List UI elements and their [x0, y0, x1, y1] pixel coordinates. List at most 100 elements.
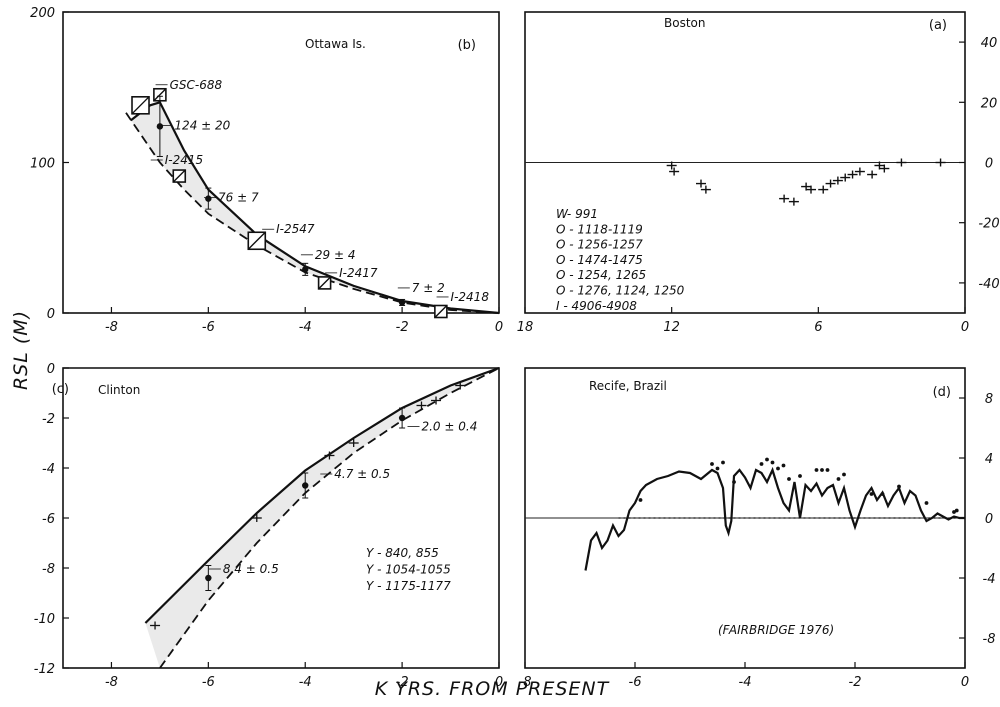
sample-box-diagonal [247, 231, 266, 250]
x-tick-label: -2 [396, 320, 409, 335]
x-tick-label: -2 [849, 675, 862, 690]
sample-id-line: O - 1474-1475 [556, 253, 643, 267]
x-tick-label: 0 [495, 320, 503, 335]
annotation-label: I-2415 [165, 153, 203, 167]
data-dot [721, 460, 725, 465]
x-tick-label: 6 [814, 320, 822, 335]
data-dot [776, 466, 780, 471]
data-point [205, 574, 212, 582]
sample-id-line: Y - 1054-1055 [366, 563, 451, 577]
x-tick-label: -4 [739, 675, 752, 690]
panel-d: -8 -6 -4 -2 0 -8 -4 0 4 8 Recife, Brazil (d) (FAIRBR… [519, 367, 996, 690]
data-point [302, 266, 309, 273]
sample-box-diagonal [318, 276, 332, 290]
x-tick-label: -8 [519, 675, 532, 690]
y-tick-label: 0 [47, 307, 55, 322]
data-dot [924, 501, 929, 505]
data-dot [770, 460, 775, 465]
y-tick-label: -6 [42, 512, 55, 527]
y-tick-label: 100 [30, 157, 55, 172]
y-tick-label: -8 [983, 632, 996, 647]
sample-id-line: Y - 840, 855 [366, 546, 439, 560]
y-tick-label: 200 [30, 6, 55, 21]
data-dot [836, 477, 841, 481]
x-axis-label: K YRS. FROM PRESENT [375, 678, 610, 700]
sample-box-diagonal [153, 88, 167, 102]
data-point [205, 195, 212, 202]
annotation-label: GSC-688 [170, 78, 223, 92]
panel-label: (c) [52, 382, 69, 397]
x-tick-label: -4 [299, 675, 312, 690]
annotation-label: I-2417 [339, 266, 378, 280]
y-tick-label: -20 [978, 217, 999, 232]
annotation-label: 2.0 ± 0.4 [421, 420, 477, 434]
x-tick-label: 0 [495, 675, 503, 690]
y-tick-label: -4 [983, 572, 996, 587]
y-tick-label: 20 [981, 96, 998, 111]
y-tick-label: 8 [985, 392, 993, 407]
annotation-label: 8.4 ± 0.5 [223, 562, 279, 576]
data-dot [638, 498, 643, 502]
data-dot [798, 474, 802, 478]
source-note: (FAIRBRIDGE 1976) [718, 623, 834, 637]
data-point [398, 299, 406, 306]
y-tick-label: 0 [985, 157, 993, 172]
data-dot [710, 462, 714, 466]
data-point [302, 482, 309, 489]
data-dot [765, 457, 769, 462]
sample-id-line: I - 4906-4908 [556, 299, 637, 313]
annotation-label: I-2418 [451, 290, 490, 304]
x-tick-label: 12 [663, 320, 680, 335]
sample-box-diagonal [131, 96, 150, 115]
y-tick-label: -12 [34, 662, 55, 677]
sample-id-line: O - 1118-1119 [556, 222, 643, 236]
series-line-dashed [125, 112, 500, 314]
y-tick-label: 4 [985, 452, 993, 467]
data-dot [954, 508, 959, 513]
data-point [398, 414, 406, 422]
data-dot [732, 480, 736, 484]
panel-title: Ottawa Is. [305, 37, 366, 51]
data-dot [715, 466, 720, 471]
annotation-label: 124 ± 20 [174, 118, 230, 132]
sample-id-line: W- 991 [556, 207, 598, 221]
x-tick-label: -6 [202, 320, 215, 335]
sample-box-diagonal [172, 169, 186, 183]
data-dot [787, 477, 791, 481]
annotation-label: 29 ± 4 [315, 248, 356, 262]
panel-c: -8 -6 -4 -2 0 -12 -10 -8 -6 -4 -2 0 8.4 ± 0.5 4.7 ± 0… [34, 362, 503, 690]
y-tick-label: 0 [47, 362, 55, 377]
data-dot [781, 463, 786, 468]
data-dot [759, 462, 764, 466]
panel-label: (d) [933, 385, 951, 400]
panel-title: Recife, Brazil [589, 379, 667, 393]
data-dot [842, 472, 846, 477]
data-dot [897, 484, 901, 489]
data-dot [825, 468, 830, 472]
y-tick-label: -4 [42, 462, 55, 477]
sample-box-diagonal [434, 305, 448, 318]
uncertainty-envelope [145, 368, 499, 668]
sample-id-line: O - 1256-1257 [556, 238, 643, 252]
y-tick-label: -10 [34, 612, 55, 627]
x-tick-label: -2 [396, 675, 409, 690]
y-axis-label: RSL (M) [10, 310, 32, 390]
y-tick-label: -8 [42, 562, 55, 577]
x-tick-label: -8 [105, 675, 118, 690]
y-tick-label: 0 [985, 512, 993, 527]
series-line-dashed [159, 367, 500, 669]
annotation-label: 76 ± 7 [218, 191, 259, 205]
data-dot [880, 492, 885, 496]
series-line-solid [584, 466, 965, 571]
sample-id-line: O - 1276, 1124, 1250 [556, 284, 685, 298]
y-tick-label: 40 [981, 36, 998, 51]
x-tick-label: 0 [961, 675, 969, 690]
uncertainty-envelope [126, 102, 499, 313]
sample-id-line: Y - 1175-1177 [366, 579, 451, 593]
x-tick-label: 0 [961, 320, 969, 335]
sample-id-line: O - 1254, 1265 [556, 268, 646, 282]
panel-title: Clinton [98, 383, 140, 397]
data-dot [814, 468, 819, 472]
